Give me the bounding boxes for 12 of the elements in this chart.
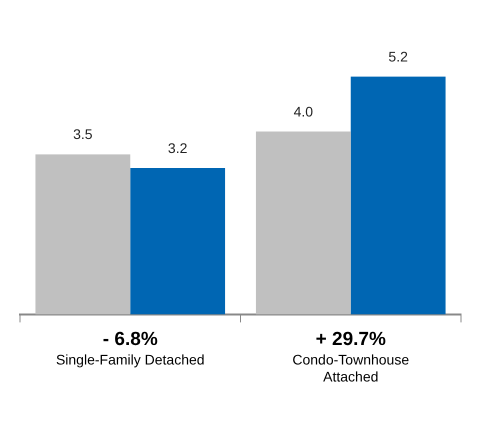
bar [130, 168, 226, 314]
data-label: 4.0 [294, 103, 314, 120]
x-tick-label: Condo-Townhouse Attached [292, 352, 410, 384]
bar [256, 131, 351, 314]
bar [350, 76, 446, 314]
data-label: 3.5 [73, 126, 93, 142]
data-label: 3.2 [168, 140, 188, 156]
x-tick-label: Single-Family Detached [56, 352, 205, 368]
text: - 6.8% [102, 329, 158, 350]
text: + 29.7% [316, 329, 386, 350]
bar [35, 154, 130, 314]
data-label: 5.2 [388, 48, 408, 64]
